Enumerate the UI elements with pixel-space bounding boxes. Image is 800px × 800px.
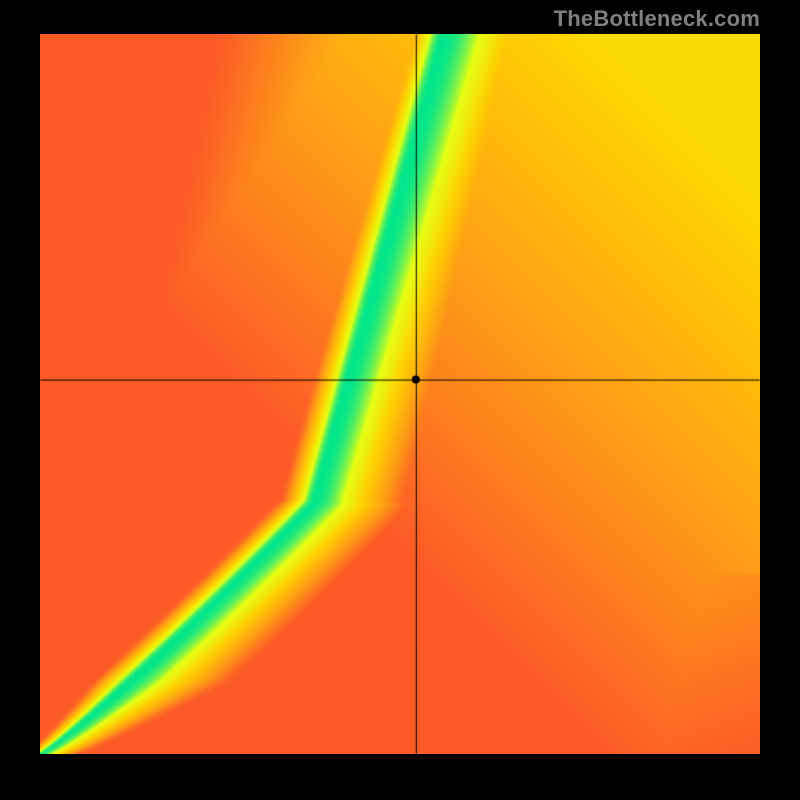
image-root: TheBottleneck.com (0, 0, 800, 800)
heatmap-canvas (40, 34, 760, 754)
watermark-text: TheBottleneck.com (554, 6, 760, 32)
heatmap-plot (40, 34, 760, 754)
